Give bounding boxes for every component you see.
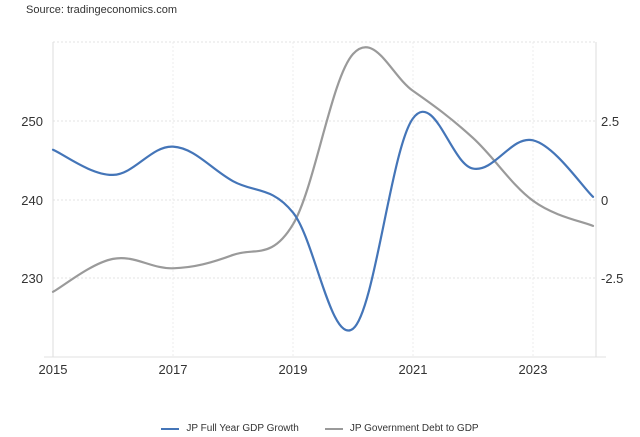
line-chart: 250 240 230 2.5 0 -2.5 2015 2017 2019 2021 2023 — [21, 41, 623, 377]
legend-item-gdp-growth[interactable]: JP Full Year GDP Growth — [161, 423, 299, 434]
x-axis-tick: 2023 — [519, 362, 548, 377]
x-axis-tick: 2019 — [279, 362, 308, 377]
gdp-growth-line[interactable] — [51, 110, 595, 332]
x-axis-tick: 2017 — [159, 362, 188, 377]
right-axis-tick: 0 — [601, 193, 608, 208]
x-axis-tick: 2015 — [39, 362, 68, 377]
legend-swatch-blue-icon — [161, 427, 180, 430]
left-axis-tick: 240 — [21, 193, 43, 208]
legend: JP Full Year GDP Growth JP Government De… — [0, 423, 640, 434]
legend-label: JP Full Year GDP Growth — [186, 423, 299, 434]
right-axis-tick: 2.5 — [601, 114, 619, 129]
legend-item-debt-to-gdp[interactable]: JP Government Debt to GDP — [324, 423, 479, 434]
grid — [52, 41, 596, 357]
x-axis-tick: 2021 — [399, 362, 428, 377]
right-axis-tick: -2.5 — [601, 271, 623, 286]
left-axis-tick: 250 — [21, 114, 43, 129]
series-lines — [51, 46, 595, 332]
left-axis-tick: 230 — [21, 271, 43, 286]
legend-label: JP Government Debt to GDP — [349, 423, 479, 434]
debt-to-gdp-line[interactable] — [51, 46, 595, 293]
axes — [44, 42, 606, 358]
tick-labels: 250 240 230 2.5 0 -2.5 2015 2017 2019 2021 2023 — [21, 114, 623, 377]
source-label: Source: tradingeconomics.com — [26, 4, 178, 16]
legend-swatch-gray-icon — [324, 427, 343, 430]
